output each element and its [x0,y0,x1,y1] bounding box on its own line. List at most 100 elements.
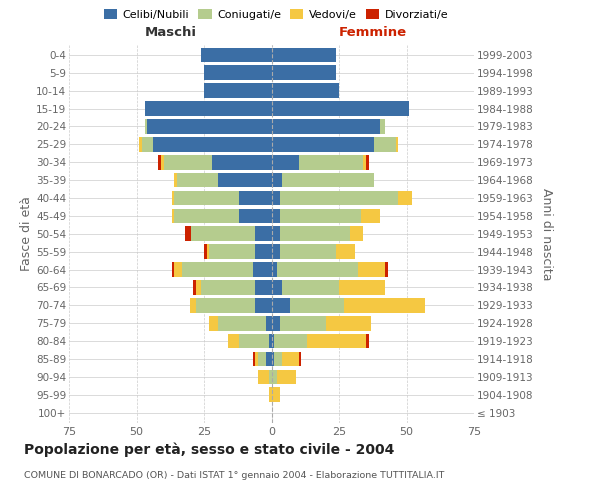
Bar [174,190,239,206]
Bar [280,190,398,206]
Bar [196,298,256,312]
Bar [366,155,368,170]
Bar [271,155,299,170]
Bar [337,244,355,259]
Bar [239,208,271,223]
Bar [271,262,277,277]
Bar [266,316,271,330]
Bar [271,84,339,98]
Bar [204,84,271,98]
Bar [258,370,269,384]
Bar [228,334,239,348]
Bar [256,298,271,312]
Bar [364,155,366,170]
Bar [218,172,271,188]
Bar [271,119,380,134]
Bar [174,262,182,277]
Bar [163,155,212,170]
Bar [271,388,280,402]
Bar [271,137,374,152]
Bar [385,262,388,277]
Bar [280,208,361,223]
Bar [290,298,344,312]
Bar [190,298,196,312]
Bar [299,352,301,366]
Bar [277,370,296,384]
Bar [239,334,269,348]
Bar [177,172,218,188]
Bar [344,298,425,312]
Bar [271,101,409,116]
Legend: Celibi/Nubili, Coniugati/e, Vedovi/e, Divorziati/e: Celibi/Nubili, Coniugati/e, Vedovi/e, Di… [100,6,452,23]
Bar [280,226,350,241]
Bar [212,155,271,170]
Bar [253,262,271,277]
Text: Maschi: Maschi [144,26,196,40]
Bar [274,334,307,348]
Bar [271,334,274,348]
Bar [271,280,283,295]
Bar [283,352,299,366]
Bar [358,262,385,277]
Y-axis label: Anni di nascita: Anni di nascita [540,188,553,280]
Bar [148,119,271,134]
Bar [174,208,239,223]
Y-axis label: Fasce di età: Fasce di età [20,196,33,271]
Bar [271,370,277,384]
Bar [256,280,271,295]
Bar [380,119,385,134]
Bar [182,262,253,277]
Bar [206,244,209,259]
Bar [258,352,266,366]
Bar [196,280,202,295]
Bar [158,155,161,170]
Bar [172,262,175,277]
Bar [145,101,271,116]
Bar [271,66,337,80]
Bar [204,244,206,259]
Bar [172,208,175,223]
Bar [139,137,142,152]
Bar [396,137,398,152]
Bar [398,190,412,206]
Bar [145,119,148,134]
Bar [175,172,177,188]
Bar [271,172,283,188]
Bar [271,48,337,62]
Bar [256,244,271,259]
Bar [350,226,364,241]
Bar [277,262,358,277]
Bar [209,244,256,259]
Bar [271,190,280,206]
Bar [283,280,339,295]
Bar [307,334,366,348]
Bar [280,316,325,330]
Bar [256,352,258,366]
Bar [152,137,271,152]
Bar [271,352,274,366]
Bar [271,316,280,330]
Bar [256,226,271,241]
Text: Femmine: Femmine [338,26,407,40]
Bar [361,208,380,223]
Bar [325,316,371,330]
Bar [374,137,396,152]
Bar [204,66,271,80]
Bar [202,48,271,62]
Bar [299,155,364,170]
Bar [266,352,271,366]
Text: Popolazione per età, sesso e stato civile - 2004: Popolazione per età, sesso e stato civil… [24,442,394,457]
Bar [239,190,271,206]
Bar [209,316,218,330]
Bar [280,244,337,259]
Bar [283,172,374,188]
Bar [271,298,290,312]
Bar [161,155,163,170]
Bar [202,280,256,295]
Bar [193,280,196,295]
Bar [269,388,271,402]
Bar [269,370,271,384]
Bar [366,334,368,348]
Bar [172,190,175,206]
Bar [274,352,283,366]
